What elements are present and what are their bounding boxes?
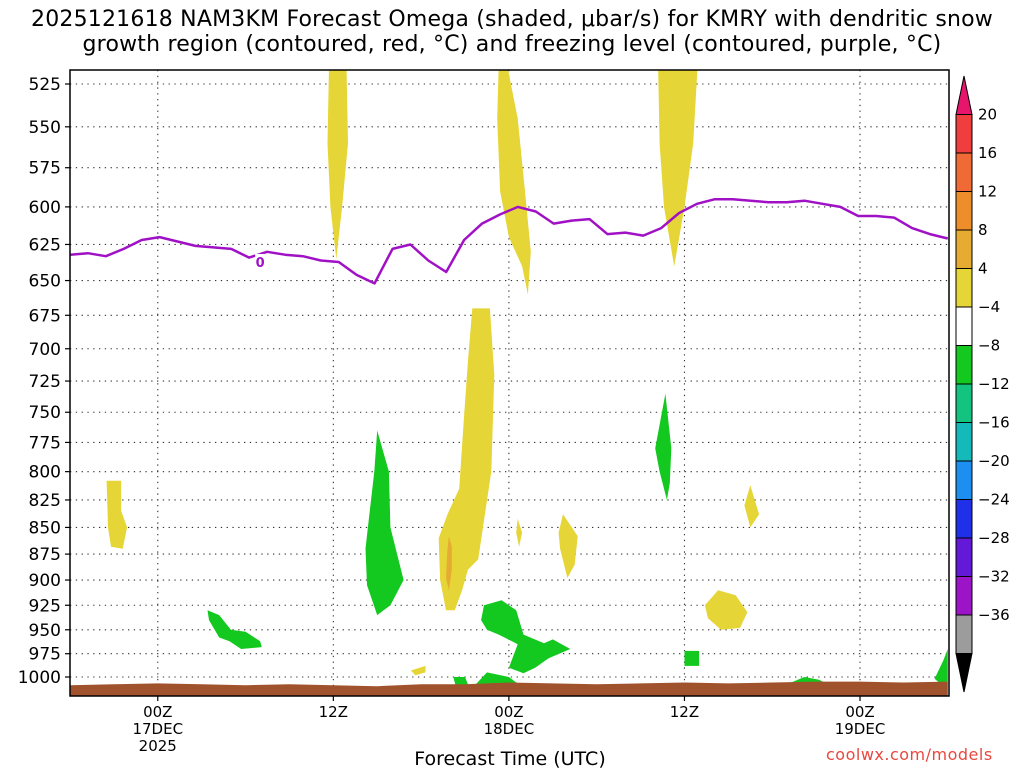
freezing-level-label-bg	[255, 253, 266, 269]
colorbar: 20 16 12 8 4 −4 −8 −12 −16 −20 −24 −28 −32 −36	[955, 75, 1010, 693]
colorbar-label-6: −8	[978, 337, 1000, 355]
omega-region-green-975-988-h42	[684, 650, 700, 666]
omega-region-yellow-920-945-h44	[704, 590, 748, 630]
colorbar-bin-2	[955, 152, 973, 192]
omega-region-yellow-825-845-h46	[744, 485, 760, 528]
freezing-level-layer: 0	[70, 197, 949, 285]
colorbar-label-2: 12	[978, 183, 997, 201]
colorbar-label-0: 20	[978, 106, 997, 124]
terrain-layer	[70, 681, 948, 696]
x-tick-label-h6-2: 2025	[139, 737, 177, 755]
x-tick-label-h54-0: 00Z	[845, 703, 874, 721]
colorbar-bin-8	[955, 383, 973, 423]
omega-region-yellow-670-930-h27	[438, 308, 495, 611]
y-tick-label-550: 550	[29, 118, 61, 138]
freezing-level-label: 0	[256, 256, 265, 271]
colorbar-bin-1	[955, 114, 973, 154]
y-tick-label-800: 800	[29, 463, 61, 483]
colorbar-label-12: −32	[978, 568, 1010, 586]
x-tick-label-h54-1: 19DEC	[835, 720, 886, 738]
y-tick-label-675: 675	[29, 306, 61, 326]
y-tick-label-525: 525	[29, 75, 61, 95]
colorbar-bin-14	[955, 614, 973, 654]
colorbar-bin-5	[955, 268, 973, 308]
x-tick-label-h30-1: 18DEC	[484, 720, 535, 738]
y-tick-label-775: 775	[29, 433, 61, 453]
y-tick-label-1000: 1000	[18, 668, 61, 688]
colorbar-label-3: 8	[978, 221, 988, 239]
omega-region-yellow-850-870-h30	[516, 518, 523, 547]
y-tick-label-750: 750	[29, 403, 61, 423]
colorbar-label-5: −4	[978, 298, 1000, 316]
colorbar-bin-3	[955, 191, 973, 231]
y-axis: 525 550 575 600 625 650 675 700 725 750 775 800 825 8…	[18, 75, 70, 688]
omega-region-yellow-810-860-h3	[106, 480, 128, 549]
x-tick-label-h6-1: 17DEC	[132, 720, 183, 738]
x-tick-label-h30-0: 00Z	[494, 703, 523, 721]
x-tick-label-h6-0: 00Z	[143, 703, 172, 721]
x-tick-label-h42-0: 12Z	[670, 703, 699, 721]
colorbar-label-9: −20	[978, 452, 1010, 470]
omega-region-yellow-525-640-h18	[327, 70, 348, 260]
y-tick-label-650: 650	[29, 272, 61, 292]
x-axis-label: Forecast Time (UTC)	[414, 748, 605, 768]
colorbar-bin-bottom-arrow	[955, 653, 973, 693]
x-tick-label-h18-0: 12Z	[319, 703, 348, 721]
colorbar-label-4: 4	[978, 260, 988, 278]
y-tick-label-825: 825	[29, 491, 61, 511]
y-tick-label-850: 850	[29, 518, 61, 538]
y-tick-label-725: 725	[29, 372, 61, 392]
colorbar-bin-7	[955, 345, 973, 385]
colorbar-label-10: −24	[978, 491, 1010, 509]
colorbar-bin-12	[955, 537, 973, 577]
omega-region-green-770-935-h21	[365, 430, 404, 616]
chart-title-line-2: growth region (contoured, red, °C) and f…	[82, 32, 942, 57]
terrain-surface	[70, 681, 948, 696]
y-tick-label-950: 950	[29, 621, 61, 641]
omega-region-green-735-820-h40	[655, 393, 672, 500]
y-tick-label-625: 625	[29, 235, 61, 255]
omega-region-green-968-1005-h60	[934, 649, 948, 683]
colorbar-bin-10	[955, 460, 973, 500]
colorbar-bin-11	[955, 499, 973, 539]
omega-region-green-935-965-h10	[207, 610, 262, 649]
colorbar-bin-9	[955, 422, 973, 462]
freezing-level-line	[70, 197, 949, 285]
colorbar-label-8: −16	[978, 414, 1010, 432]
site-credit: coolwx.com/models	[826, 745, 993, 764]
colorbar-label-13: −36	[978, 606, 1010, 624]
omega-region-yellow-840-890-h33	[558, 514, 578, 578]
y-tick-label-875: 875	[29, 545, 61, 565]
chart-title-line-1: 2025121618 NAM3KM Forecast Omega (shaded…	[31, 7, 993, 32]
colorbar-bin-4	[955, 229, 973, 269]
omega-region-orange-860-900-h25	[446, 536, 452, 591]
y-tick-label-600: 600	[29, 198, 61, 218]
colorbar-bin-6	[955, 306, 973, 346]
colorbar-label-1: 16	[978, 144, 997, 162]
omega-region-yellow-515-660-h29	[497, 70, 531, 295]
colorbar-bin-13	[955, 576, 973, 616]
colorbar-bin-top-arrow	[955, 75, 973, 115]
omega-region-yellow-515-640-h40	[658, 70, 698, 267]
omega-region-yellow-990-995-h24	[410, 665, 426, 676]
omega-region-green-925-990-h29	[481, 600, 571, 674]
omega-shading	[106, 70, 948, 688]
colorbar-label-11: −28	[978, 529, 1010, 547]
y-tick-label-975: 975	[29, 645, 61, 665]
colorbar-label-7: −12	[978, 375, 1010, 393]
y-tick-label-575: 575	[29, 159, 61, 179]
y-tick-label-925: 925	[29, 596, 61, 616]
y-tick-label-900: 900	[29, 571, 61, 591]
y-tick-label-700: 700	[29, 340, 61, 360]
